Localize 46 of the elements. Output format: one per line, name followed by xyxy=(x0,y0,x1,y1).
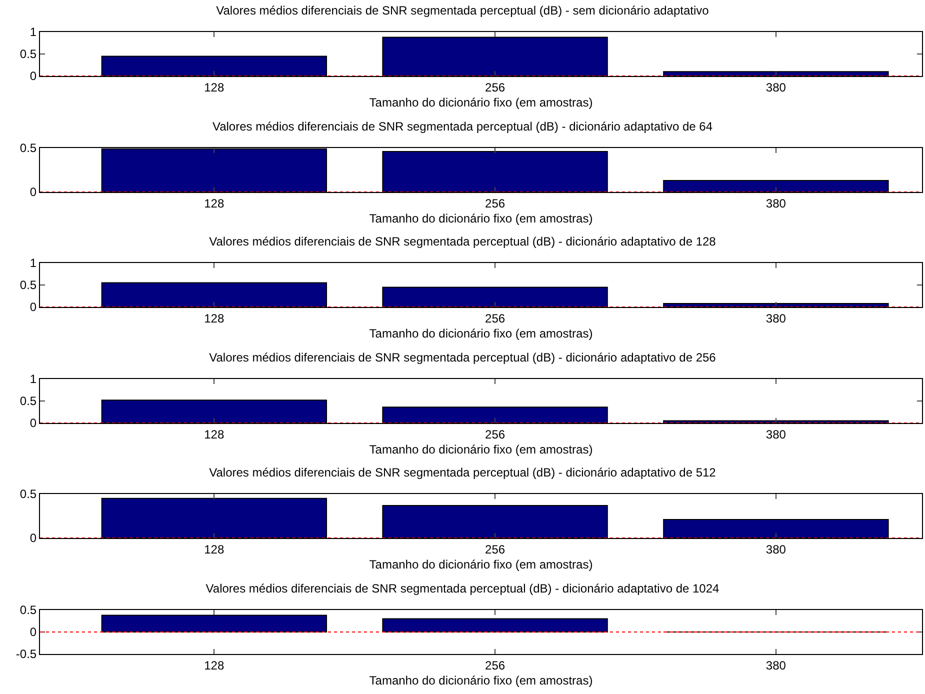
y-tick-label: 0.5 xyxy=(20,140,37,155)
y-tick-label: 1 xyxy=(30,25,37,40)
x-axis-title: Tamanho do dicionário fixo (em amostras) xyxy=(369,326,593,340)
chart-title: Valores médios diferenciais de SNR segmentada perceptual (dB) - dicionário adaptativo de 1024 xyxy=(206,581,720,596)
x-tick-label: 256 xyxy=(485,542,506,557)
chart-title: Valores médios diferenciais de SNR segmentada perceptual (dB) - dicionário adaptativo de 256 xyxy=(209,350,716,364)
y-tick-label: 1 xyxy=(30,256,37,270)
x-tick-label: 380 xyxy=(766,80,786,94)
x-tick-label: 380 xyxy=(766,427,786,442)
y-tick-label: 0.5 xyxy=(20,47,37,62)
y-tick-label: 1 xyxy=(30,372,37,386)
x-tick-label: 128 xyxy=(204,196,224,210)
y-tick-label: 0 xyxy=(30,184,37,199)
x-tick-label: 128 xyxy=(204,542,224,557)
x-tick-label: 256 xyxy=(485,312,506,326)
chart-title: Valores médios diferenciais de SNR segmentada perceptual (dB) - dicionário adaptativo de 512 xyxy=(209,466,716,480)
y-tick-label: 0.5 xyxy=(20,278,37,292)
x-tick-label: 128 xyxy=(204,658,224,672)
x-tick-label: 380 xyxy=(766,196,786,210)
x-axis-title: Tamanho do dicionário fixo (em amostras) xyxy=(369,442,593,456)
x-tick-label: 256 xyxy=(485,658,506,672)
y-tick-label: 0.5 xyxy=(20,488,37,502)
chart-title: Valores médios diferenciais de SNR segmentada perceptual (dB) - dicionário adaptativo de 64 xyxy=(212,118,713,133)
x-tick-label: 256 xyxy=(485,80,506,94)
x-tick-label: 256 xyxy=(485,427,506,442)
x-tick-label: 380 xyxy=(766,658,786,672)
chart-title: Valores médios diferenciais de SNR segmentada perceptual (dB) - sem dicionário adaptativo xyxy=(216,3,710,18)
y-tick-label: 0.5 xyxy=(20,394,37,408)
x-tick-label: 128 xyxy=(204,80,224,94)
x-tick-label: 380 xyxy=(766,542,786,557)
x-axis-title: Tamanho do dicionário fixo (em amostras) xyxy=(369,95,593,110)
y-tick-label: 0.5 xyxy=(20,603,37,618)
x-axis-title: Tamanho do dicionário fixo (em amostras) xyxy=(369,673,593,688)
chart-title: Valores médios diferenciais de SNR segmentada perceptual (dB) - dicionário adaptativo de 128 xyxy=(209,234,716,249)
x-tick-label: 256 xyxy=(485,196,506,210)
y-tick-label: 0 xyxy=(30,625,37,640)
x-tick-label: 128 xyxy=(204,427,224,442)
x-axis-title: Tamanho do dicionário fixo (em amostras) xyxy=(369,210,593,225)
y-tick-label: -0.5 xyxy=(16,647,37,662)
x-tick-label: 380 xyxy=(766,312,786,326)
y-tick-label: 0 xyxy=(30,300,37,314)
y-tick-label: 0 xyxy=(30,416,37,430)
x-tick-label: 128 xyxy=(204,312,224,326)
y-tick-label: 0 xyxy=(30,532,37,546)
y-tick-label: 0 xyxy=(30,69,37,84)
x-axis-title: Tamanho do dicionário fixo (em amostras) xyxy=(369,558,593,572)
